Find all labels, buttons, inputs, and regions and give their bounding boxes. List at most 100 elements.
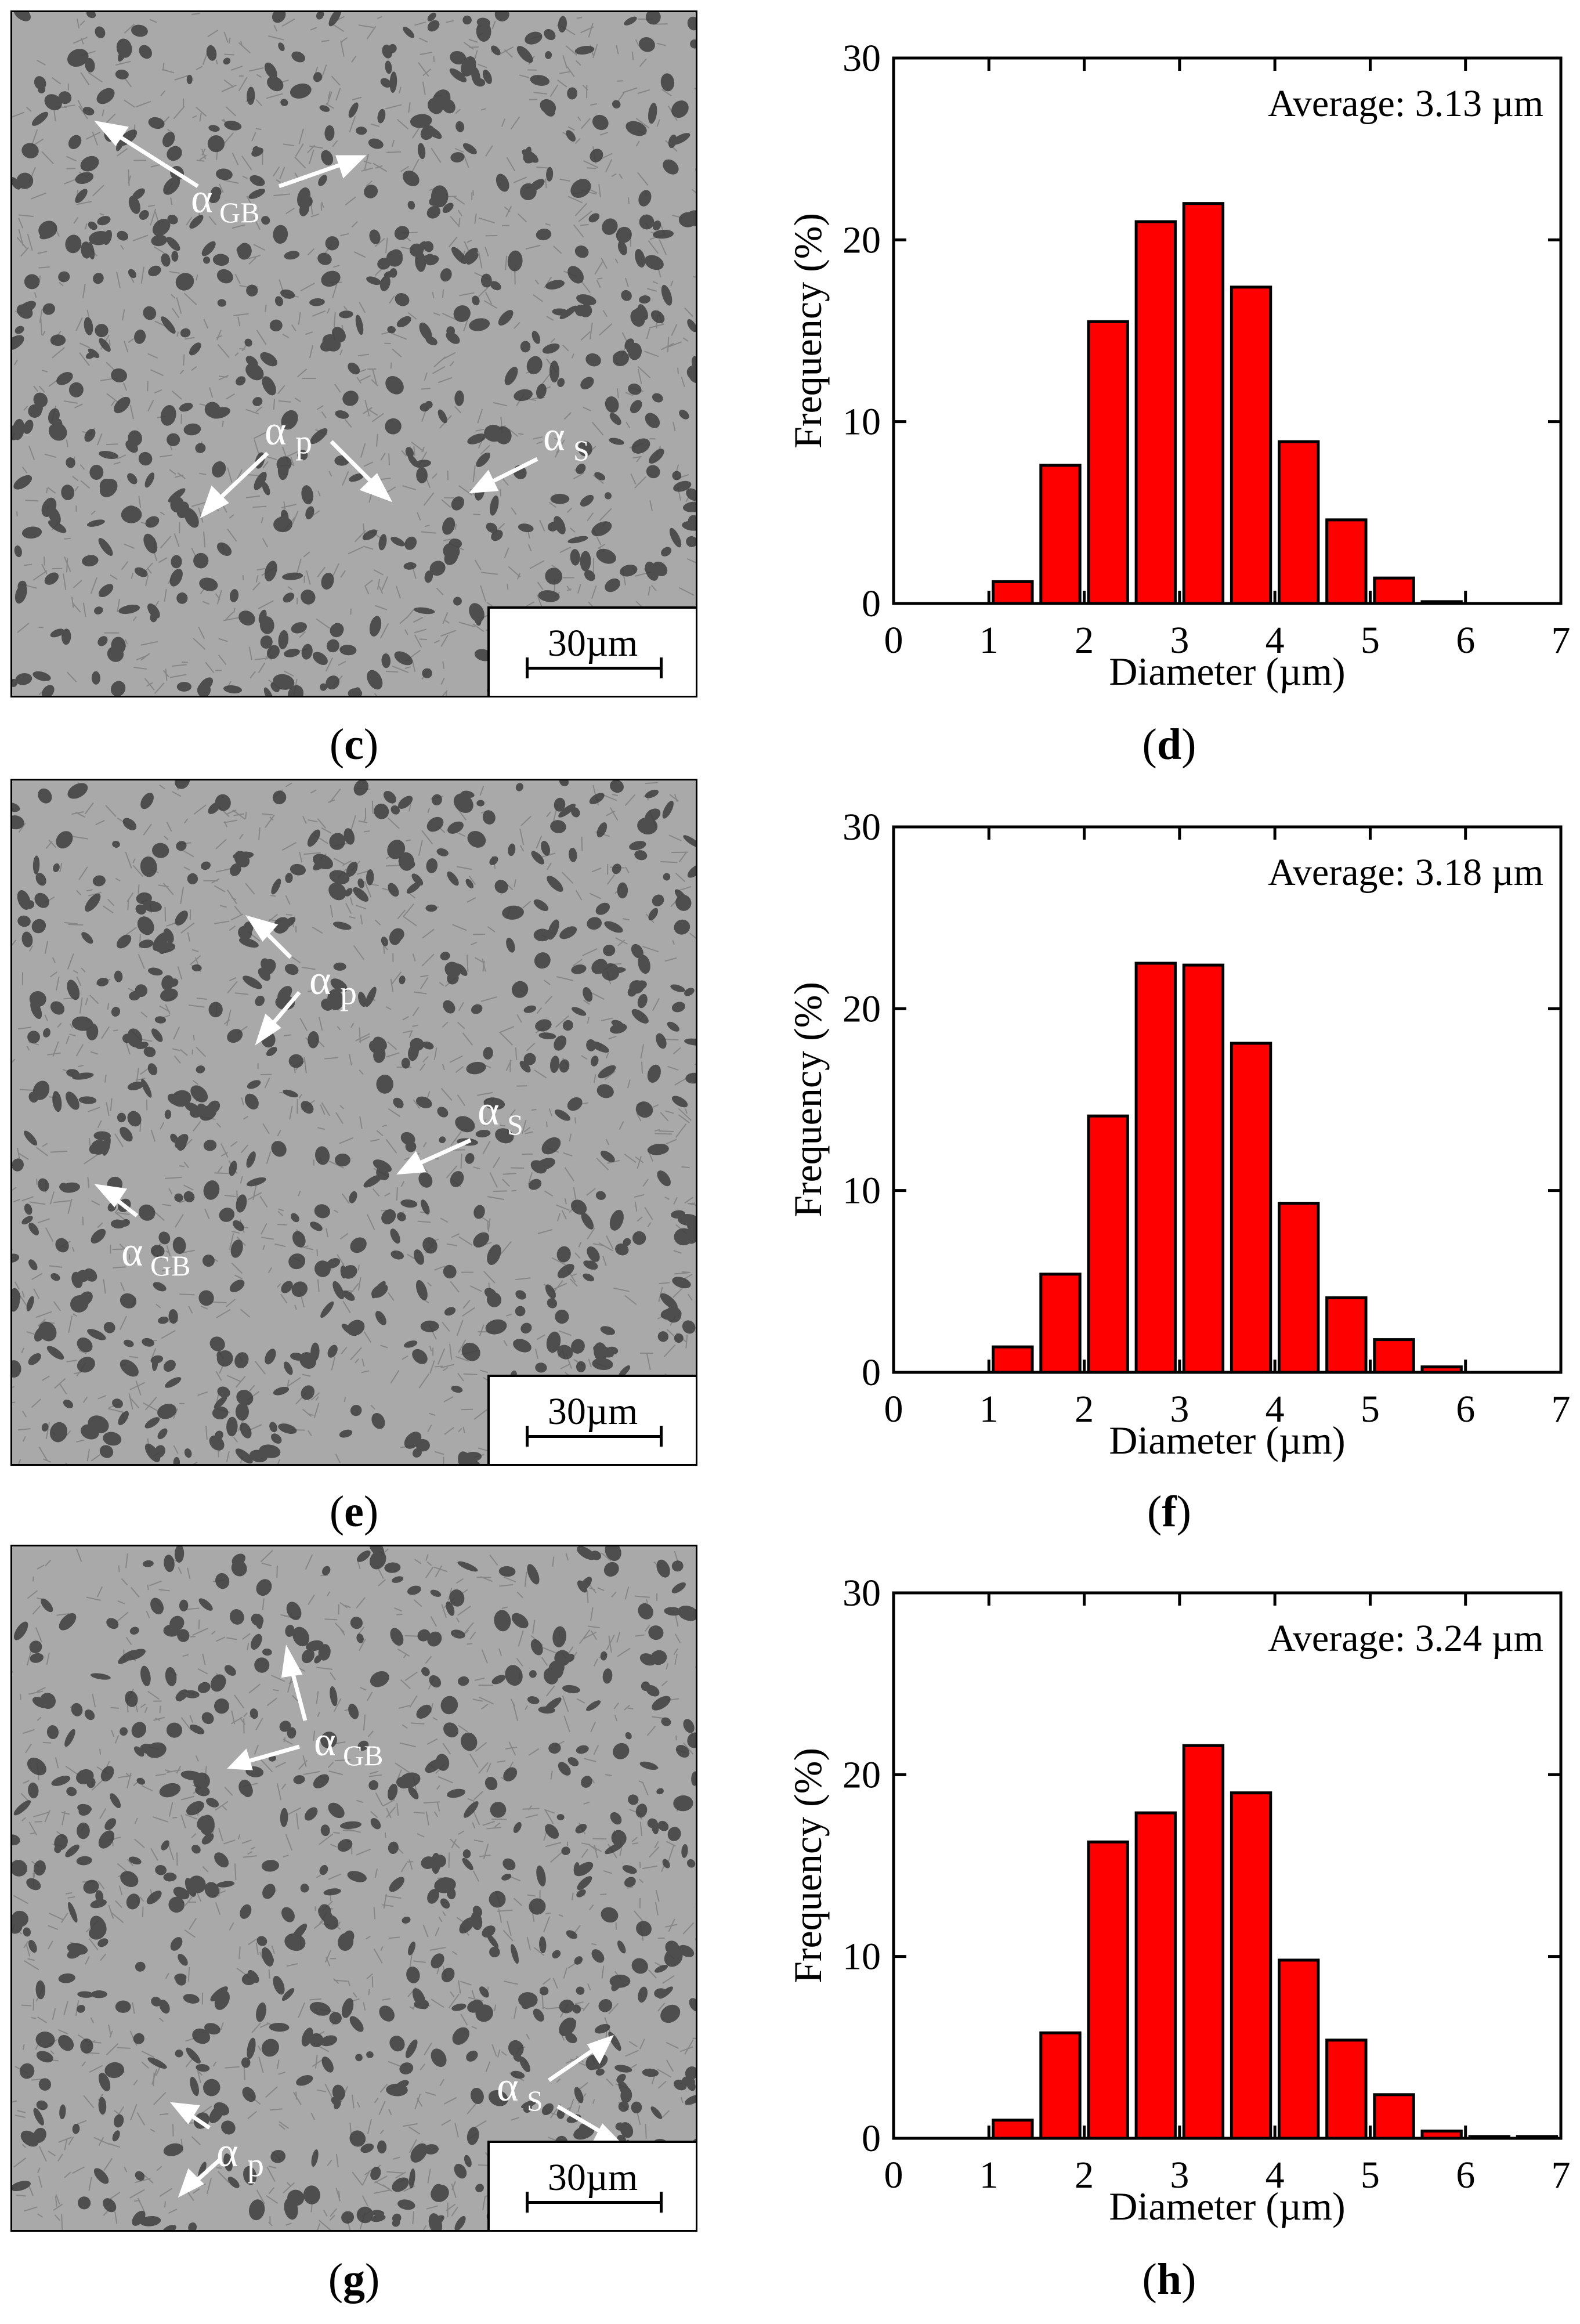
x-tick-label: 5 <box>1361 619 1380 662</box>
panel-label-f: (f) <box>1147 1487 1191 1536</box>
y-tick-label: 10 <box>843 401 881 443</box>
x-tick-label: 0 <box>884 1388 903 1430</box>
x-tick-label: 2 <box>1075 1388 1094 1430</box>
y-tick-label: 0 <box>862 2117 881 2160</box>
arrow-head <box>94 1184 127 1208</box>
histogram-bar <box>1134 962 1177 1374</box>
x-tick-label: 5 <box>1361 2154 1380 2196</box>
histogram-f: 0 1 2 3 4 5 6 7 0 10 20 30 Diameter (µm) Frequency (%… <box>766 804 1571 1477</box>
x-tick-label: 2 <box>1075 619 1094 662</box>
label-s-subscript: S <box>507 1108 523 1141</box>
y-tick-label: 20 <box>843 1754 881 1796</box>
y-axis-label: Frequency (%) <box>786 982 830 1217</box>
x-tick-label: 3 <box>1170 1388 1189 1430</box>
scale-bar-box: 30µm <box>487 2141 696 2230</box>
label-alpha-s: α <box>543 413 565 460</box>
y-tick-label: 30 <box>843 1572 881 1614</box>
histogram-bar <box>1230 285 1272 605</box>
arrow-head <box>359 473 393 503</box>
histogram-bar <box>1182 202 1225 605</box>
y-tick-label: 0 <box>862 583 881 625</box>
arrow-line <box>263 930 292 959</box>
label-gb-subscript: GB <box>150 1249 190 1282</box>
label-p-subscript: p <box>340 974 357 1011</box>
micrograph-e: α p α S α GB 30µm <box>10 779 697 1466</box>
annotation-layer: α GB α p α S <box>94 120 590 519</box>
scale-bar-label: 30µm <box>547 1390 638 1433</box>
average-annotation: Average: 3.13 µm <box>1268 82 1543 125</box>
arrow-head <box>94 120 129 146</box>
plot-frame <box>892 825 1563 1374</box>
arrow-line <box>244 1744 300 1765</box>
label-alpha-s: α <box>478 1087 500 1134</box>
arrow-head <box>468 469 499 494</box>
label-alpha-p: α <box>309 957 331 1003</box>
histogram-bar <box>1087 1114 1129 1374</box>
y-tick-label: 30 <box>843 806 881 848</box>
panel-label-h: (h) <box>1142 2255 1196 2304</box>
x-tick-label: 4 <box>1266 2154 1285 2196</box>
panel-label-e: (e) <box>329 1487 379 1536</box>
scale-bar-label: 30µm <box>547 2156 638 2199</box>
histogram-bar <box>1325 2039 1368 2140</box>
histogram-bar <box>1039 2031 1082 2140</box>
arrow-line <box>110 129 199 188</box>
label-gb-subscript: GB <box>343 1739 383 1772</box>
arrow-line <box>548 2045 599 2082</box>
micrograph-texture <box>12 1546 696 2230</box>
average-annotation: Average: 3.24 µm <box>1268 1617 1543 1660</box>
label-gb-subscript: GB <box>219 196 259 229</box>
x-tick-label: 7 <box>1552 1388 1571 1430</box>
arrow-head <box>396 1151 426 1175</box>
x-tick-label: 4 <box>1266 619 1285 662</box>
panel-label-d: (d) <box>1142 720 1196 769</box>
label-alpha-gb: α <box>314 1718 336 1765</box>
histogram-bar <box>1182 1744 1225 2140</box>
x-tick-label: 6 <box>1456 2154 1475 2196</box>
histogram-bar <box>1278 1958 1320 2140</box>
x-tick-label: 3 <box>1170 619 1189 662</box>
label-alpha-gb: α <box>191 175 213 222</box>
histogram-bar <box>1373 2093 1415 2140</box>
label-p-subscript: p <box>295 423 312 461</box>
histogram-bar <box>1134 1811 1177 2140</box>
histogram-bar <box>992 1345 1034 1374</box>
y-tick-label: 20 <box>843 219 881 261</box>
y-tick-label: 0 <box>862 1351 881 1394</box>
plot-frame <box>892 56 1563 605</box>
y-tick-label: 10 <box>843 1170 881 1212</box>
x-axis-label: Diameter (µm) <box>1109 649 1345 693</box>
scale-bar <box>526 657 663 678</box>
micrograph-c: α GB α p α S 30µm <box>10 10 697 697</box>
histogram-bar <box>992 2119 1034 2140</box>
plot-frame <box>892 1591 1563 2140</box>
arrow-head <box>335 155 367 179</box>
panel-label-c: (c) <box>329 720 379 769</box>
histogram-bar <box>1325 518 1368 605</box>
micrograph-texture <box>12 12 696 696</box>
x-tick-label: 3 <box>1170 2154 1189 2196</box>
x-tick-label: 1 <box>979 2154 999 2196</box>
histogram-bar <box>1039 464 1082 605</box>
histogram-bar <box>1039 1273 1082 1374</box>
micrograph-g: α GB α S α p 30µm <box>10 1545 697 2232</box>
x-tick-label: 7 <box>1552 2154 1571 2196</box>
x-tick-label: 2 <box>1075 2154 1094 2196</box>
micrograph-texture <box>12 780 696 1464</box>
label-p-subscript: p <box>247 2146 264 2184</box>
histogram-bar <box>1087 320 1129 605</box>
arrow-line <box>484 457 538 487</box>
label-s-subscript: S <box>527 2084 543 2117</box>
histogram-bar <box>1278 1202 1320 1374</box>
x-axis-label: Diameter (µm) <box>1109 1418 1345 1462</box>
arrow-head <box>227 1748 253 1770</box>
arrow-head <box>281 1644 303 1678</box>
arrow-head <box>255 1013 281 1046</box>
histogram-bar <box>1230 1042 1272 1374</box>
histogram-bar <box>1325 1296 1368 1374</box>
histogram-bar <box>1373 1338 1415 1374</box>
histogram-bar <box>1134 220 1177 605</box>
histogram-bar <box>1373 576 1415 605</box>
scale-bar-label: 30µm <box>547 622 638 664</box>
scale-bar <box>526 1426 663 1447</box>
